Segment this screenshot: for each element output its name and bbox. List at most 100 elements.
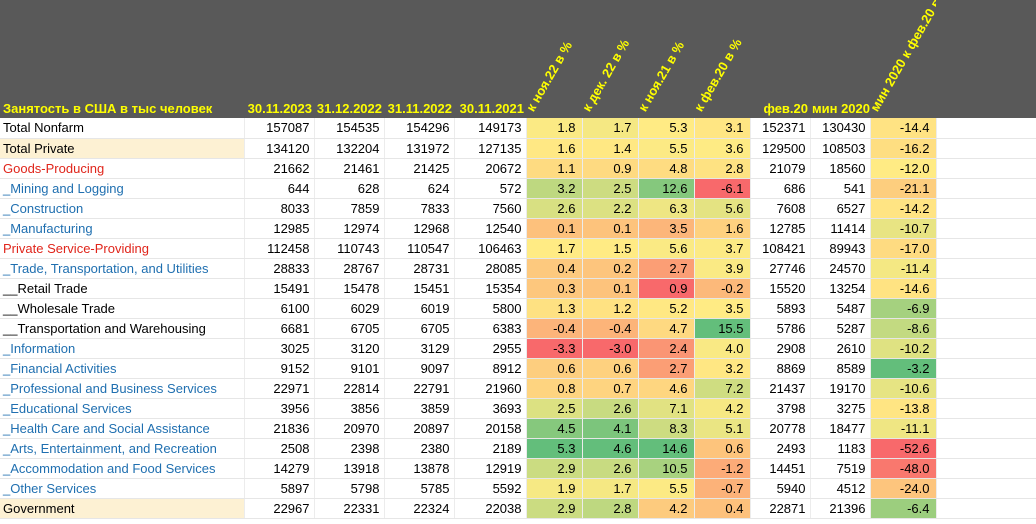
percent-change-cell[interactable]: 0.4 [694, 498, 751, 519]
min-change-cell[interactable]: -16.2 [870, 138, 937, 159]
date-value-cell[interactable]: 13878 [384, 458, 455, 479]
date-value-cell[interactable]: 28085 [454, 258, 527, 279]
min-change-cell[interactable]: -48.0 [870, 458, 937, 479]
percent-change-cell[interactable]: 4.0 [694, 338, 751, 359]
benchmark-value-cell[interactable]: 14451 [750, 458, 811, 479]
percent-change-cell[interactable]: 5.2 [638, 298, 695, 319]
benchmark-value-cell[interactable]: 8589 [810, 358, 871, 379]
empty-cell[interactable] [936, 358, 1036, 379]
percent-change-cell[interactable]: 4.2 [694, 398, 751, 419]
percent-change-cell[interactable]: 3.5 [638, 218, 695, 239]
date-value-cell[interactable]: 5897 [244, 478, 315, 499]
date-value-cell[interactable]: 5785 [384, 478, 455, 499]
percent-change-cell[interactable]: 1.7 [582, 478, 639, 499]
percent-change-cell[interactable]: 0.6 [526, 358, 583, 379]
row-label[interactable]: _Professional and Business Services [0, 378, 245, 399]
percent-change-cell[interactable]: 4.8 [638, 158, 695, 179]
percent-change-cell[interactable]: 1.6 [694, 218, 751, 239]
min-change-cell[interactable]: -14.6 [870, 278, 937, 299]
date-value-cell[interactable]: 644 [244, 178, 315, 199]
row-label[interactable]: _Financial Activities [0, 358, 245, 379]
empty-cell[interactable] [936, 158, 1036, 179]
percent-change-cell[interactable]: 3.2 [694, 358, 751, 379]
date-value-cell[interactable]: 21425 [384, 158, 455, 179]
percent-change-cell[interactable]: 2.8 [694, 158, 751, 179]
percent-change-cell[interactable]: 2.4 [638, 338, 695, 359]
benchmark-value-cell[interactable]: 8869 [750, 358, 811, 379]
benchmark-value-cell[interactable]: 108503 [810, 138, 871, 159]
date-value-cell[interactable]: 20158 [454, 418, 527, 439]
date-value-cell[interactable]: 134120 [244, 138, 315, 159]
benchmark-value-cell[interactable]: 7519 [810, 458, 871, 479]
percent-change-cell[interactable]: 2.5 [526, 398, 583, 419]
date-value-cell[interactable]: 22331 [314, 498, 385, 519]
percent-change-cell[interactable]: 7.1 [638, 398, 695, 419]
min-change-cell[interactable]: -17.0 [870, 238, 937, 259]
empty-cell[interactable] [936, 338, 1036, 359]
date-value-cell[interactable]: 9152 [244, 358, 315, 379]
benchmark-value-cell[interactable]: 21437 [750, 378, 811, 399]
date-value-cell[interactable]: 9101 [314, 358, 385, 379]
date-value-cell[interactable]: 20672 [454, 158, 527, 179]
benchmark-value-cell[interactable]: 21396 [810, 498, 871, 519]
min-change-cell[interactable]: -11.4 [870, 258, 937, 279]
empty-cell[interactable] [936, 458, 1036, 479]
min-change-cell[interactable]: -14.4 [870, 118, 937, 139]
row-label[interactable]: __Transportation and Warehousing [0, 318, 245, 339]
percent-change-cell[interactable]: 7.2 [694, 378, 751, 399]
percent-change-cell[interactable]: -0.4 [526, 318, 583, 339]
percent-change-cell[interactable]: 5.5 [638, 478, 695, 499]
benchmark-value-cell[interactable]: 5786 [750, 318, 811, 339]
row-label[interactable]: _Manufacturing [0, 218, 245, 239]
date-value-cell[interactable]: 106463 [454, 238, 527, 259]
percent-change-cell[interactable]: 5.1 [694, 418, 751, 439]
min-change-cell[interactable]: -10.2 [870, 338, 937, 359]
row-label[interactable]: __Wholesale Trade [0, 298, 245, 319]
percent-change-cell[interactable]: 10.5 [638, 458, 695, 479]
percent-change-cell[interactable]: 3.2 [526, 178, 583, 199]
percent-change-cell[interactable]: 2.6 [526, 198, 583, 219]
benchmark-value-cell[interactable]: 686 [750, 178, 811, 199]
empty-cell[interactable] [936, 138, 1036, 159]
date-value-cell[interactable]: 2398 [314, 438, 385, 459]
benchmark-value-cell[interactable]: 130430 [810, 118, 871, 139]
benchmark-value-cell[interactable]: 22871 [750, 498, 811, 519]
date-value-cell[interactable]: 628 [314, 178, 385, 199]
date-value-cell[interactable]: 572 [454, 178, 527, 199]
date-value-cell[interactable]: 6705 [314, 318, 385, 339]
percent-change-cell[interactable]: 3.6 [694, 138, 751, 159]
empty-cell[interactable] [936, 278, 1036, 299]
percent-change-cell[interactable]: 14.6 [638, 438, 695, 459]
date-value-cell[interactable]: 20970 [314, 418, 385, 439]
empty-cell[interactable] [936, 418, 1036, 439]
date-value-cell[interactable]: 12968 [384, 218, 455, 239]
percent-change-cell[interactable]: 3.7 [694, 238, 751, 259]
benchmark-value-cell[interactable]: 24570 [810, 258, 871, 279]
percent-change-cell[interactable]: 4.5 [526, 418, 583, 439]
benchmark-value-cell[interactable]: 108421 [750, 238, 811, 259]
benchmark-value-cell[interactable]: 27746 [750, 258, 811, 279]
date-value-cell[interactable]: 2189 [454, 438, 527, 459]
percent-change-cell[interactable]: -0.2 [694, 278, 751, 299]
date-value-cell[interactable]: 6705 [384, 318, 455, 339]
row-label[interactable]: Total Nonfarm [0, 118, 245, 139]
benchmark-value-cell[interactable]: 19170 [810, 378, 871, 399]
percent-change-cell[interactable]: 2.6 [582, 458, 639, 479]
date-value-cell[interactable]: 15478 [314, 278, 385, 299]
percent-change-cell[interactable]: 6.3 [638, 198, 695, 219]
percent-change-cell[interactable]: -3.3 [526, 338, 583, 359]
date-value-cell[interactable]: 154535 [314, 118, 385, 139]
percent-change-cell[interactable]: 1.4 [582, 138, 639, 159]
date-value-cell[interactable]: 8033 [244, 198, 315, 219]
percent-change-cell[interactable]: 4.1 [582, 418, 639, 439]
percent-change-cell[interactable]: 1.1 [526, 158, 583, 179]
min-change-cell[interactable]: -6.9 [870, 298, 937, 319]
date-value-cell[interactable]: 21836 [244, 418, 315, 439]
min-change-cell[interactable]: -8.6 [870, 318, 937, 339]
empty-cell[interactable] [936, 238, 1036, 259]
min-change-cell[interactable]: -13.8 [870, 398, 937, 419]
date-value-cell[interactable]: 12540 [454, 218, 527, 239]
benchmark-value-cell[interactable]: 3275 [810, 398, 871, 419]
benchmark-value-cell[interactable]: 2493 [750, 438, 811, 459]
date-value-cell[interactable]: 6100 [244, 298, 315, 319]
